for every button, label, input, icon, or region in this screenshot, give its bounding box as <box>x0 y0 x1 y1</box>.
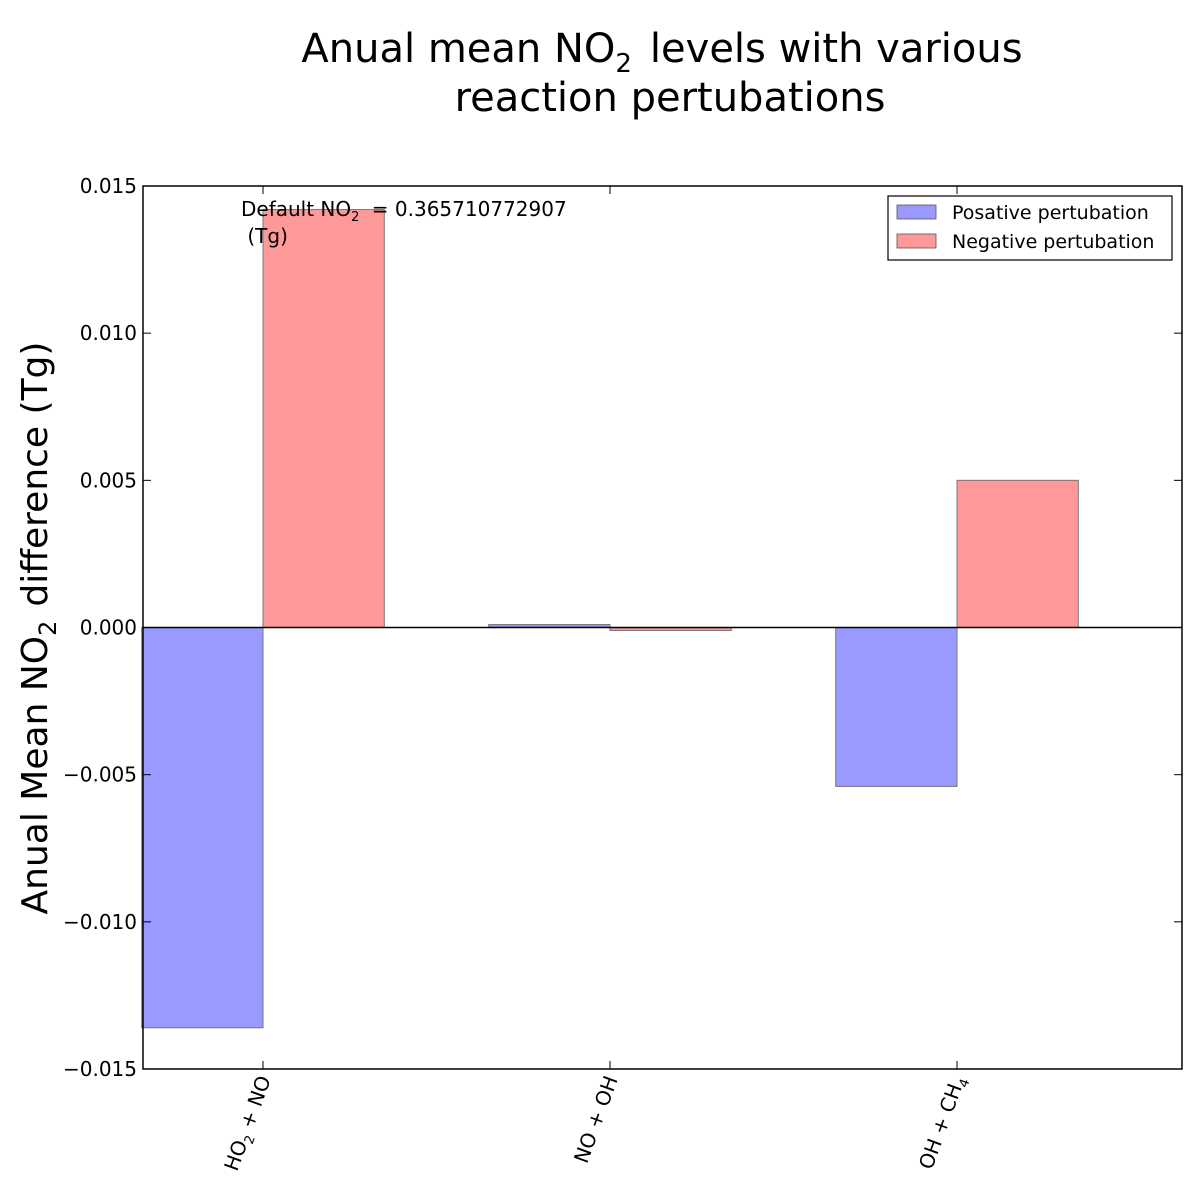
ytick-label-5: 0.010 <box>80 321 137 345</box>
legend-label-negative: Negative pertubation <box>952 231 1154 253</box>
annotation-prefix: Default NO <box>241 197 351 221</box>
ytick-label-4: 0.005 <box>80 468 137 492</box>
plot-frame <box>142 185 1183 1070</box>
ytick-label-3: 0.000 <box>80 616 137 640</box>
y-axis-label: Anual Mean NO2 difference (Tg) <box>15 342 62 915</box>
ylabel-text-b: difference (Tg) <box>15 342 56 607</box>
title-text-b: levels with various <box>650 26 1023 72</box>
title-text-a: Anual mean NO <box>301 26 615 72</box>
xtick-label-2: OH + CH4 <box>914 1073 974 1174</box>
bar-posative-0 <box>141 627 264 1029</box>
legend-label-posative: Posative pertubation <box>952 202 1149 224</box>
chart-title-line1: Anual mean NO2 levels with various <box>301 26 1022 79</box>
ytick-label-6: 0.015 <box>80 174 137 198</box>
ytick-label-1: −0.010 <box>63 910 137 934</box>
legend: Posative pertubation Negative pertubatio… <box>887 195 1173 261</box>
ytick-label-0: −0.015 <box>63 1057 137 1081</box>
chart-title-line2: reaction pertubations <box>455 75 886 121</box>
bar-negative-0 <box>262 209 385 628</box>
annotation-subscript: 2 <box>351 210 359 225</box>
bars-group <box>141 209 1079 1029</box>
xtick-label-0: HO2 + NO <box>219 1073 279 1176</box>
ylabel-text-a: Anual Mean NO <box>15 636 56 915</box>
ytick-label-2: −0.005 <box>63 763 137 787</box>
ylabel-subscript: 2 <box>34 621 62 636</box>
bar-posative-2 <box>835 627 958 787</box>
legend-swatch-posative <box>896 204 937 220</box>
title-subscript: 2 <box>615 49 632 79</box>
bar-negative-2 <box>956 479 1079 629</box>
annotation-line2: (Tg) <box>241 224 288 248</box>
legend-swatch-negative <box>896 233 937 249</box>
annotation-line1: Default NO2 = 0.365710772907 <box>241 197 567 225</box>
annotation-value: = 0.365710772907 <box>365 197 566 221</box>
xtick-label-1: NO + OH <box>569 1073 623 1167</box>
